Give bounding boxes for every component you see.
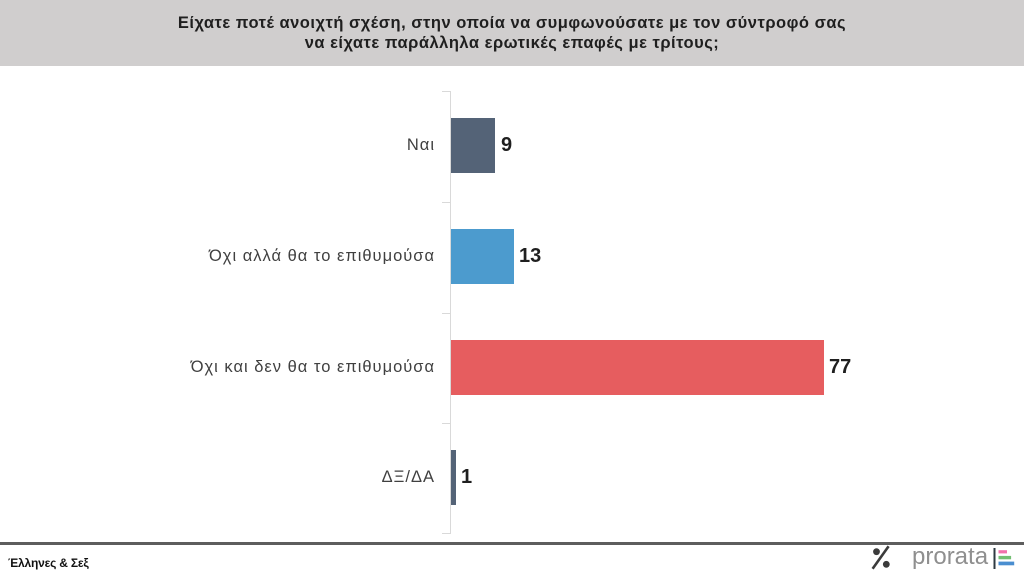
svg-text:prorata: prorata	[912, 544, 989, 570]
